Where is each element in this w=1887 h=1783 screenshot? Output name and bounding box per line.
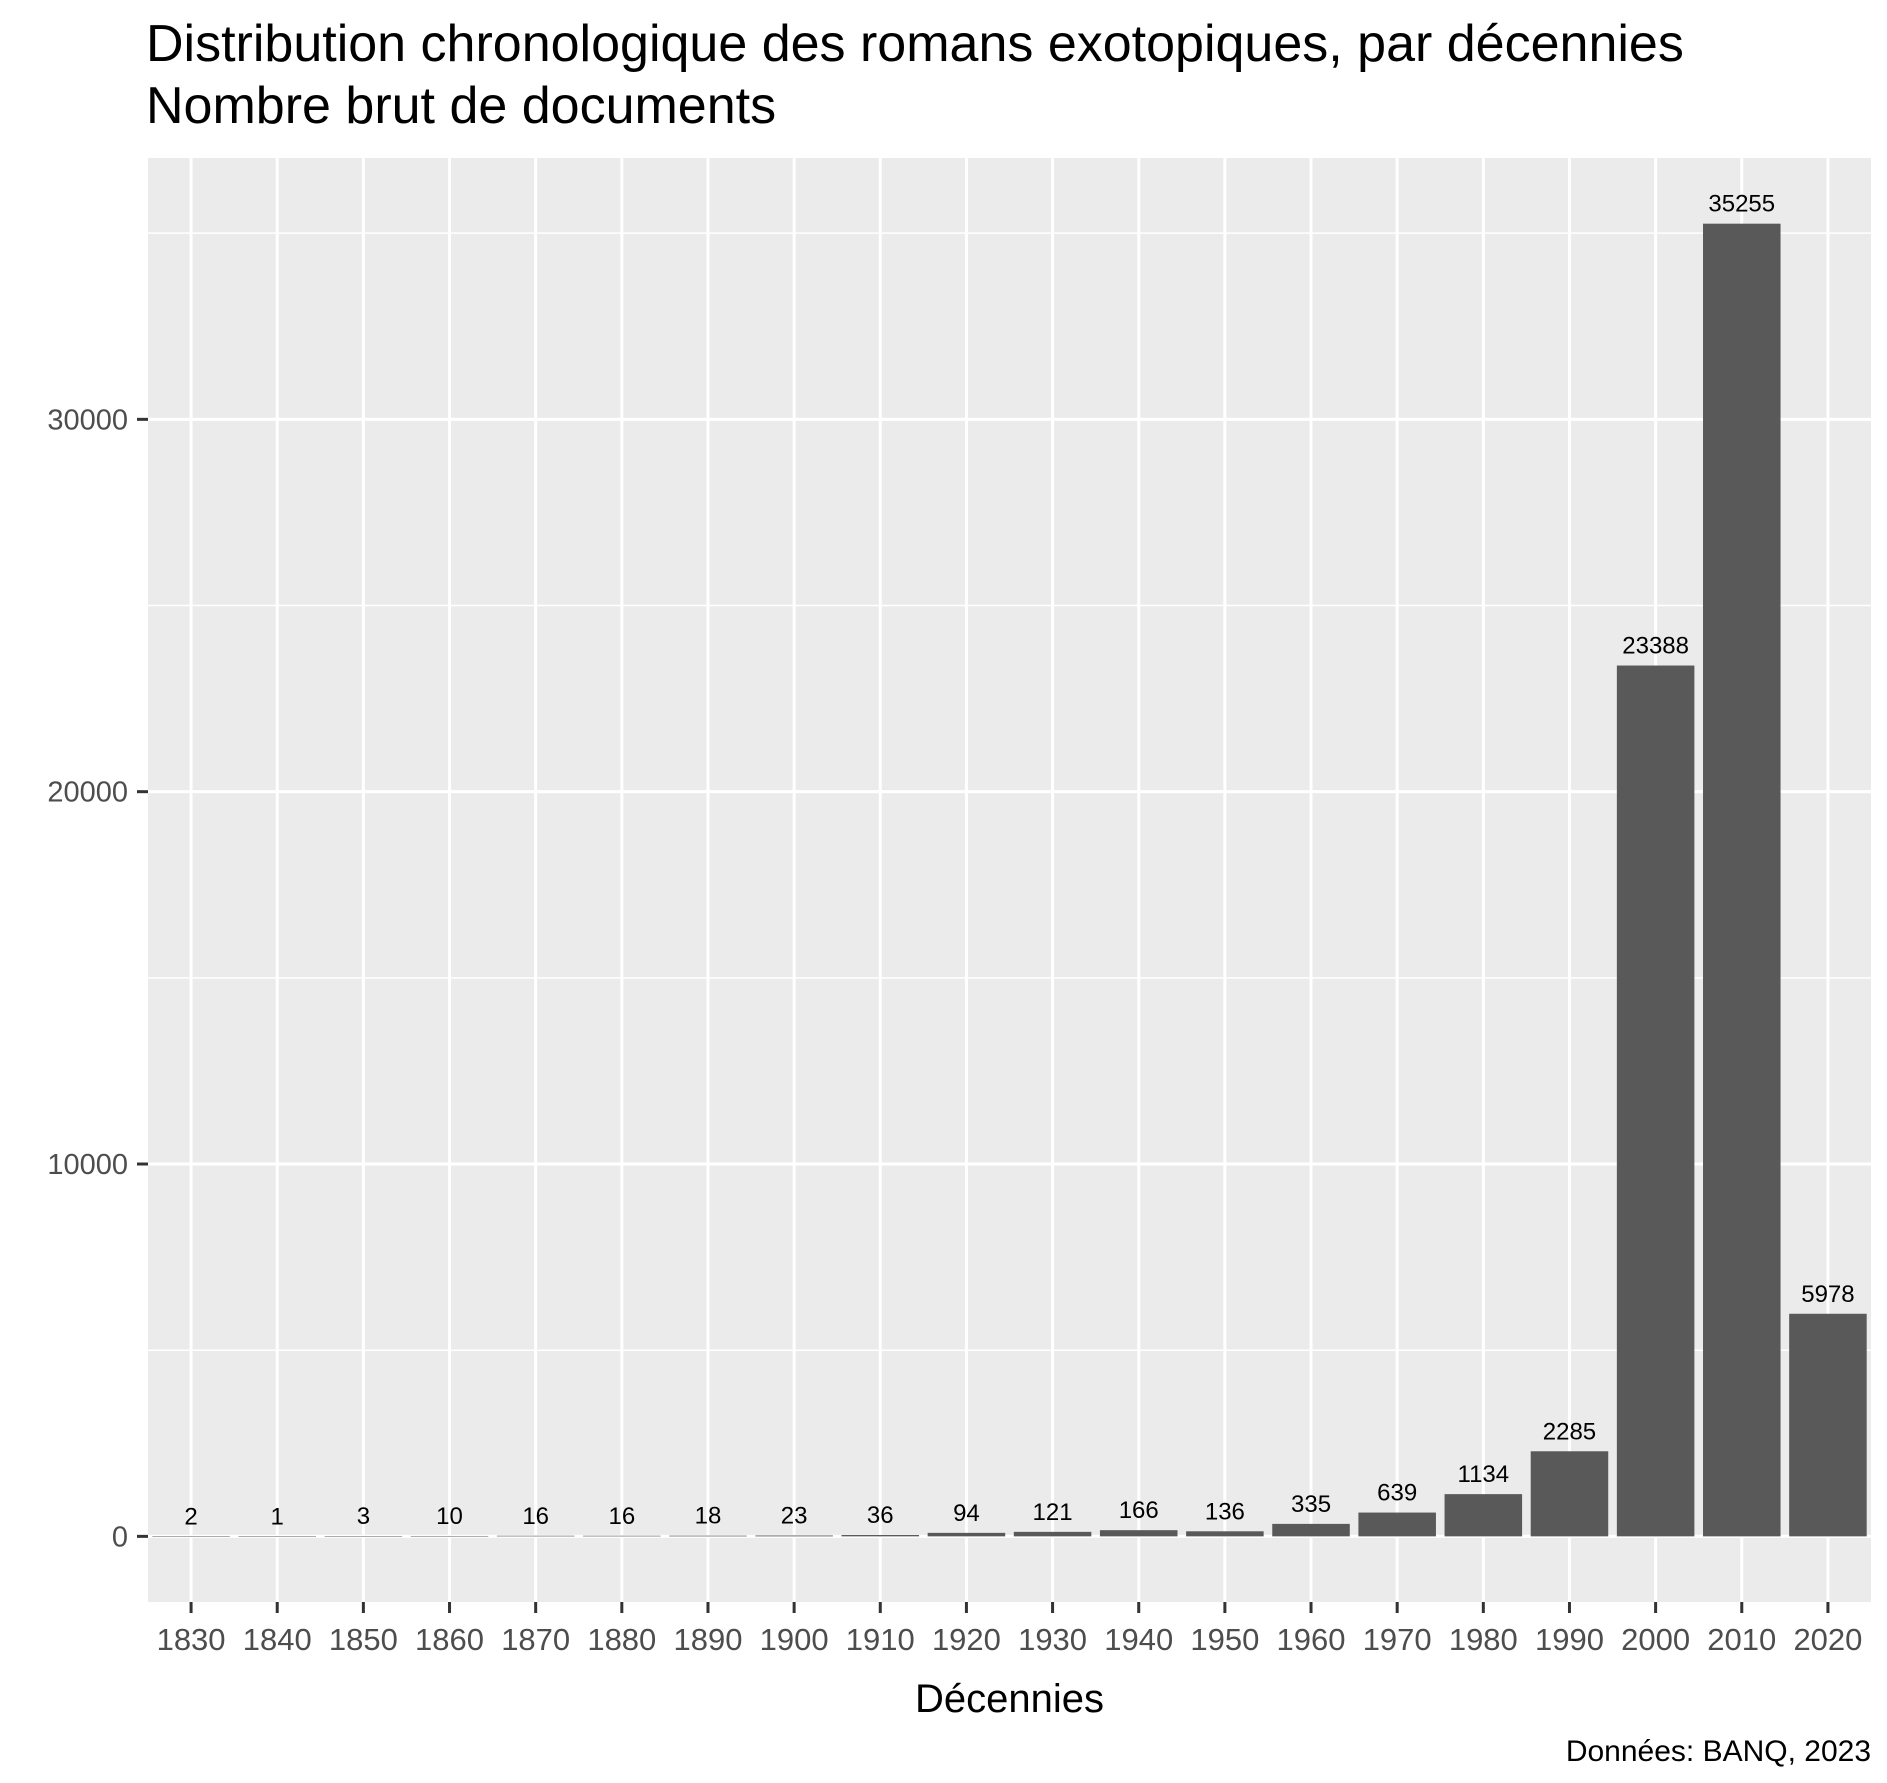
x-tick-label: 2000: [1621, 1622, 1690, 1657]
x-tick-label: 1890: [673, 1622, 742, 1657]
bar-1890: [669, 1535, 747, 1537]
x-tick-label: 2010: [1707, 1622, 1776, 1657]
bar-label-1960: 335: [1291, 1491, 1331, 1518]
x-axis: 1830 1840 1850 1860 1870 1880 1890 1900 1910 1920…: [157, 1602, 1862, 1657]
bar-1920: [927, 1532, 1006, 1537]
bar-label-1860: 10: [436, 1503, 463, 1530]
bar-label-1890: 18: [695, 1503, 722, 1530]
bar-2000: [1616, 665, 1695, 1537]
bar-1950: [1186, 1531, 1264, 1537]
bar-1900: [755, 1535, 833, 1537]
bar-label-1850: 3: [357, 1503, 370, 1530]
x-tick-label: 1980: [1449, 1622, 1518, 1657]
y-tick-label: 30000: [47, 404, 128, 436]
bar-2010: [1703, 223, 1781, 1537]
bar-value-labels: 2 1 3 10 16 16 18 23 36 94 121 166 136 335 639 1134 2285…: [184, 191, 1854, 1531]
bar-1850: [324, 1536, 403, 1537]
bar-1880: [583, 1535, 661, 1537]
x-tick-label: 1990: [1535, 1622, 1604, 1657]
bar-1940: [1099, 1530, 1178, 1537]
bar-1860: [410, 1535, 489, 1537]
bar-label-1950: 136: [1205, 1498, 1245, 1525]
bar-label-1980: 1134: [1458, 1461, 1510, 1488]
bar-label-1870: 16: [522, 1503, 549, 1530]
x-tick-label: 1880: [587, 1622, 656, 1657]
bar-1830: [152, 1536, 230, 1537]
chart-caption: Données: BANQ, 2023: [1565, 1735, 1871, 1768]
x-tick-label: 2020: [1793, 1622, 1862, 1657]
bar-label-1940: 166: [1119, 1497, 1159, 1524]
x-tick-label: 1960: [1277, 1622, 1346, 1657]
bar-label-1990: 2285: [1543, 1418, 1596, 1445]
x-tick-label: 1920: [932, 1622, 1001, 1657]
bar-label-2010: 35255: [1708, 191, 1775, 218]
bar-label-1970: 639: [1377, 1480, 1417, 1507]
bar-1870: [496, 1535, 575, 1537]
minor-gridlines: [148, 232, 1871, 1351]
x-tick-label: 1900: [760, 1622, 829, 1657]
x-tick-label: 1910: [846, 1622, 915, 1657]
bar-label-1830: 2: [184, 1503, 197, 1530]
x-tick-label: 1930: [1018, 1622, 1087, 1657]
x-tick-label: 1940: [1104, 1622, 1173, 1657]
chart-title: Distribution chronologique des romans ex…: [146, 15, 1684, 73]
x-tick-label: 1840: [243, 1622, 312, 1657]
bar-label-1920: 94: [953, 1500, 980, 1527]
bar-label-1900: 23: [781, 1503, 808, 1530]
x-axis-label: Décennies: [915, 1677, 1104, 1721]
y-tick-label: 20000: [47, 777, 128, 809]
bar-1990: [1530, 1451, 1609, 1537]
bar-1980: [1444, 1494, 1523, 1537]
bar-1840: [238, 1536, 316, 1537]
x-tick-label: 1850: [329, 1622, 398, 1657]
plot-panel: [148, 158, 1871, 1602]
bar-label-2000: 23388: [1622, 633, 1689, 660]
bar-label-1840: 1: [271, 1503, 284, 1530]
x-tick-label: 1860: [415, 1622, 484, 1657]
bar-2020: [1789, 1313, 1867, 1537]
x-tick-label: 1950: [1190, 1622, 1259, 1657]
y-tick-label: 10000: [47, 1149, 128, 1181]
bar-1930: [1013, 1531, 1092, 1537]
bar-label-1880: 16: [608, 1503, 635, 1530]
bar-label-1930: 121: [1033, 1499, 1073, 1526]
bar-1960: [1272, 1523, 1350, 1537]
x-tick-label: 1970: [1363, 1622, 1432, 1657]
bar-1910: [841, 1535, 920, 1537]
bar-1970: [1358, 1512, 1436, 1537]
x-tick-label: 1830: [157, 1622, 226, 1657]
bars: [152, 223, 1867, 1537]
bar-label-2020: 5978: [1801, 1281, 1854, 1308]
y-axis: 0 10000 20000 30000: [47, 404, 148, 1553]
y-tick-label: 0: [112, 1521, 128, 1553]
chart-subtitle: Nombre brut de documents: [146, 77, 777, 135]
bar-label-1910: 36: [867, 1502, 894, 1529]
x-tick-label: 1870: [501, 1622, 570, 1657]
